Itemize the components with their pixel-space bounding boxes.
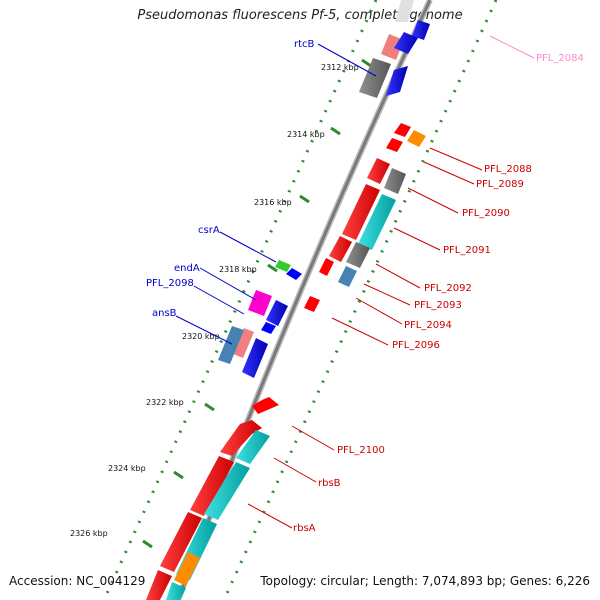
gene-label-csra[interactable]: csrA: [198, 225, 220, 236]
outer-strand-genes: [146, 0, 414, 600]
gene-feature[interactable]: [394, 123, 411, 137]
gene-feature[interactable]: [248, 290, 272, 316]
gene-label-rtcb[interactable]: rtcB: [294, 39, 315, 50]
gene-feature[interactable]: [236, 430, 270, 464]
gene-feature[interactable]: [275, 260, 291, 272]
pfl-2084-leader: [489, 35, 535, 59]
gene-feature[interactable]: [342, 184, 380, 240]
gene-label-pfl-2094[interactable]: PFL_2094: [404, 320, 452, 331]
gene-feature[interactable]: [204, 462, 250, 520]
gene-label-pfl-2093[interactable]: PFL_2093: [414, 300, 462, 311]
gene-feature[interactable]: [359, 58, 391, 98]
gene-feature[interactable]: [412, 20, 430, 40]
outer-tick-ring: [102, 0, 378, 600]
gene-feature[interactable]: [146, 570, 172, 600]
gene-label-rbsa[interactable]: rbsA: [293, 523, 316, 534]
gene-feature[interactable]: [395, 0, 414, 22]
gene-feature[interactable]: [233, 328, 254, 358]
inner-strand-genes: [166, 20, 430, 600]
gene-label-pfl-2100[interactable]: PFL_2100: [337, 445, 385, 456]
gene-label-pfl-2096[interactable]: PFL_2096: [392, 340, 440, 351]
gene-feature[interactable]: [346, 242, 370, 268]
gene-label-pfl-2090[interactable]: PFL_2090: [462, 208, 510, 219]
gene-feature[interactable]: [338, 266, 357, 287]
tick-label: 2326 kbp: [70, 529, 108, 538]
topology-label: Topology: circular; Length: 7,074,893 bp…: [260, 574, 590, 588]
gene-feature[interactable]: [329, 236, 352, 262]
gene-feature[interactable]: [242, 338, 268, 378]
gene-feature[interactable]: [358, 194, 396, 250]
map-title: Pseudomonas fluorescens Pf-5, complete g…: [137, 8, 463, 23]
tick-label: 2316 kbp: [254, 198, 292, 207]
tick-label: 2318 kbp: [219, 265, 257, 274]
tick-label: 2312 kbp: [321, 63, 359, 72]
gene-label-ansb[interactable]: ansB: [152, 308, 177, 319]
accession-label: Accession: NC_004129: [9, 574, 146, 588]
gene-label-pfl-2084[interactable]: PFL_2084: [536, 53, 584, 64]
gene-feature[interactable]: [384, 168, 406, 194]
gene-label-pfl-2088[interactable]: PFL_2088: [484, 164, 532, 175]
gene-feature[interactable]: [190, 456, 234, 516]
gene-feature[interactable]: [319, 258, 334, 276]
gene-feature[interactable]: [160, 512, 202, 572]
gene-feature[interactable]: [386, 66, 408, 96]
gene-feature[interactable]: [367, 158, 390, 184]
right-leader-lines: [247, 147, 483, 529]
gene-feature[interactable]: [218, 326, 244, 364]
gene-feature[interactable]: [261, 322, 276, 334]
gene-feature[interactable]: [174, 552, 200, 586]
gene-feature[interactable]: [252, 397, 279, 414]
tick-label: 2324 kbp: [108, 464, 146, 473]
gene-feature[interactable]: [304, 296, 320, 312]
gene-label-enda[interactable]: endA: [174, 263, 200, 274]
gene-feature[interactable]: [166, 582, 186, 600]
tick-label: 2322 kbp: [146, 398, 184, 407]
left-leader-lines: [175, 43, 377, 345]
tick-label: 2314 kbp: [287, 130, 325, 139]
gene-feature[interactable]: [394, 32, 418, 54]
gene-feature[interactable]: [286, 268, 302, 280]
gene-label-pfl-2098[interactable]: PFL_2098: [146, 278, 194, 289]
gene-feature[interactable]: [220, 420, 262, 456]
tick-label: 2320 kbp: [182, 332, 220, 341]
gene-label-pfl-2091[interactable]: PFL_2091: [443, 245, 491, 256]
gene-feature[interactable]: [386, 138, 403, 152]
gene-feature[interactable]: [407, 130, 426, 147]
gene-label-pfl-2089[interactable]: PFL_2089: [476, 179, 524, 190]
gene-label-rbsb[interactable]: rbsB: [318, 478, 341, 489]
gene-label-pfl-2092[interactable]: PFL_2092: [424, 283, 472, 294]
gene-feature[interactable]: [266, 300, 288, 326]
gene-feature[interactable]: [381, 34, 404, 60]
